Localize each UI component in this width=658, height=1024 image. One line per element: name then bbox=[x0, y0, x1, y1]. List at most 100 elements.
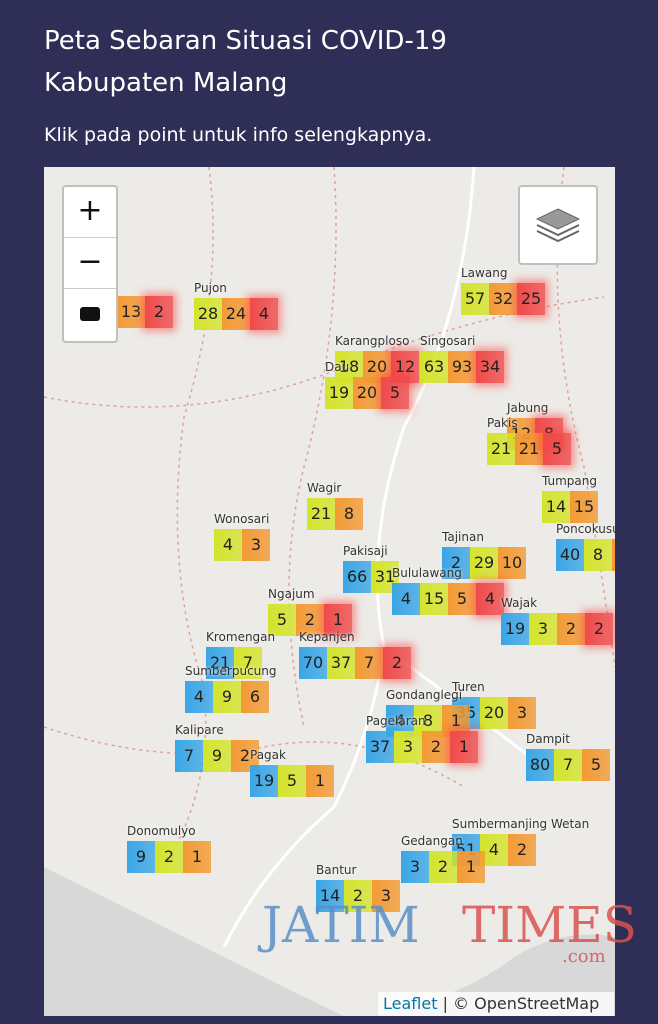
marker-cell[interactable]: 1 bbox=[306, 765, 334, 797]
marker-cell[interactable]: 15 bbox=[420, 583, 448, 615]
marker-label: Dau bbox=[325, 360, 350, 374]
marker-label: Wonosari bbox=[214, 512, 270, 526]
marker-cell[interactable]: 15 bbox=[570, 491, 598, 523]
marker-cell[interactable]: 4 bbox=[214, 529, 242, 561]
marker-cell[interactable]: 5 bbox=[448, 583, 476, 615]
marker-cell[interactable]: 20 bbox=[480, 697, 508, 729]
marker-label: Bululawang bbox=[392, 566, 462, 580]
zoom-out[interactable]: − bbox=[64, 238, 116, 289]
marker-cell[interactable]: 31 bbox=[371, 561, 399, 593]
marker-label: Poncokusumo bbox=[556, 522, 615, 536]
marker-cell[interactable]: 70 bbox=[299, 647, 327, 679]
marker-cell[interactable]: 40 bbox=[556, 539, 584, 571]
marker-cell[interactable]: 2 bbox=[442, 547, 470, 579]
marker-cell[interactable]: 21 bbox=[515, 433, 543, 465]
marker-cell[interactable]: 24 bbox=[222, 298, 250, 330]
marker-cell[interactable]: 2 bbox=[296, 604, 324, 636]
marker-cell[interactable]: 2 bbox=[557, 613, 585, 645]
marker-cell[interactable]: 28 bbox=[194, 298, 222, 330]
marker-cell[interactable]: 80 bbox=[526, 749, 554, 781]
marker-cell[interactable]: 3 bbox=[401, 851, 429, 883]
marker-cell[interactable]: 19 bbox=[325, 377, 353, 409]
marker-cell[interactable]: 19 bbox=[501, 613, 529, 645]
layers-control[interactable] bbox=[518, 185, 598, 265]
marker-cell[interactable]: 8 bbox=[584, 539, 612, 571]
marker-label: Dampit bbox=[526, 732, 570, 746]
marker-cell[interactable]: 1 bbox=[450, 731, 478, 763]
marker-cell[interactable]: 3 bbox=[372, 880, 400, 912]
marker-cell[interactable]: 2 bbox=[429, 851, 457, 883]
marker-cell[interactable]: 19 bbox=[250, 765, 278, 797]
marker-cell[interactable]: 4 bbox=[185, 681, 213, 713]
fullscreen[interactable] bbox=[64, 289, 116, 339]
marker-cell[interactable]: 34 bbox=[476, 351, 504, 383]
marker-cell[interactable]: 2 bbox=[612, 539, 615, 571]
marker-cell[interactable]: 4 bbox=[250, 298, 278, 330]
marker-cell[interactable]: 1 bbox=[183, 841, 211, 873]
marker-label: Turen bbox=[452, 680, 485, 694]
marker-cell[interactable]: 4 bbox=[476, 583, 504, 615]
marker-cell[interactable]: 5 bbox=[268, 604, 296, 636]
marker-label: Sumbermanjing Wetan bbox=[452, 817, 590, 831]
marker-label: Tumpang bbox=[542, 474, 597, 488]
marker-cell[interactable]: 5 bbox=[543, 433, 571, 465]
marker-cell[interactable]: 2 bbox=[508, 834, 536, 866]
marker-cell[interactable]: 21 bbox=[206, 647, 234, 679]
marker-label: Ngajum bbox=[268, 587, 315, 601]
marker-label: Singosari bbox=[420, 334, 476, 348]
marker-cell[interactable]: 10 bbox=[498, 547, 526, 579]
marker-cell[interactable]: 6 bbox=[241, 681, 269, 713]
marker-cell[interactable]: 1 bbox=[324, 604, 352, 636]
marker-cell[interactable]: 4 bbox=[392, 583, 420, 615]
marker-label: Karangploso bbox=[335, 334, 410, 348]
marker-cell[interactable]: 2 bbox=[231, 740, 259, 772]
marker-cell[interactable]: 25 bbox=[517, 283, 545, 315]
marker-cell[interactable]: 3 bbox=[394, 731, 422, 763]
marker-cell[interactable]: 63 bbox=[420, 351, 448, 383]
marker-cell[interactable]: 37 bbox=[366, 731, 394, 763]
marker-cell[interactable]: 66 bbox=[343, 561, 371, 593]
subtitle: Klik pada point untuk info selengkapnya. bbox=[44, 124, 433, 146]
leaflet-link[interactable]: Leaflet bbox=[383, 994, 438, 1013]
marker-cell[interactable]: 3 bbox=[242, 529, 270, 561]
marker-label: Kepanjen bbox=[299, 630, 355, 644]
marker-cell[interactable]: 7 bbox=[234, 647, 262, 679]
marker-cell[interactable]: 9 bbox=[127, 841, 155, 873]
marker-cell[interactable]: 29 bbox=[470, 547, 498, 579]
marker-cell[interactable]: 5 bbox=[582, 749, 610, 781]
marker-cell[interactable]: 5 bbox=[381, 377, 409, 409]
marker-cell[interactable]: 3 bbox=[529, 613, 557, 645]
marker-cell[interactable]: 93 bbox=[448, 351, 476, 383]
marker-cell[interactable]: 21 bbox=[487, 433, 515, 465]
marker-cell[interactable]: 2 bbox=[145, 296, 173, 328]
marker-cell[interactable]: 9 bbox=[203, 740, 231, 772]
marker-cell[interactable]: 2 bbox=[344, 880, 372, 912]
marker-cell[interactable]: 5 bbox=[278, 765, 306, 797]
marker-label: Pujon bbox=[194, 281, 227, 295]
marker-cell[interactable]: 21 bbox=[307, 498, 335, 530]
marker-cell[interactable]: 2 bbox=[422, 731, 450, 763]
marker-cell[interactable]: 3 bbox=[508, 697, 536, 729]
marker-cell[interactable]: 1 bbox=[457, 851, 485, 883]
marker-cell[interactable]: 20 bbox=[353, 377, 381, 409]
marker-cell[interactable]: 37 bbox=[327, 647, 355, 679]
marker-cell[interactable]: 13 bbox=[117, 296, 145, 328]
map[interactable]: 13 2 Pujon 28 24 4 Lawang 57 32 25 Karangploso 18 20… bbox=[44, 167, 615, 1016]
marker-cell[interactable]: 2 bbox=[383, 647, 411, 679]
marker-cell[interactable]: 14 bbox=[316, 880, 344, 912]
marker-cell[interactable]: 2 bbox=[585, 613, 613, 645]
title-line: Peta Sebaran Situasi COVID-19 bbox=[44, 26, 447, 56]
marker-cell[interactable]: 4 bbox=[480, 834, 508, 866]
marker-label: Wagir bbox=[307, 481, 342, 495]
marker-cell[interactable]: 7 bbox=[175, 740, 203, 772]
marker-cell[interactable]: 14 bbox=[542, 491, 570, 523]
marker-label: Lawang bbox=[461, 266, 508, 280]
marker-cell[interactable]: 7 bbox=[355, 647, 383, 679]
marker-cell[interactable]: 32 bbox=[489, 283, 517, 315]
marker-cell[interactable]: 7 bbox=[554, 749, 582, 781]
marker-cell[interactable]: 2 bbox=[155, 841, 183, 873]
zoom-in[interactable]: + bbox=[64, 187, 116, 238]
marker-cell[interactable]: 8 bbox=[335, 498, 363, 530]
marker-cell[interactable]: 57 bbox=[461, 283, 489, 315]
marker-cell[interactable]: 9 bbox=[213, 681, 241, 713]
